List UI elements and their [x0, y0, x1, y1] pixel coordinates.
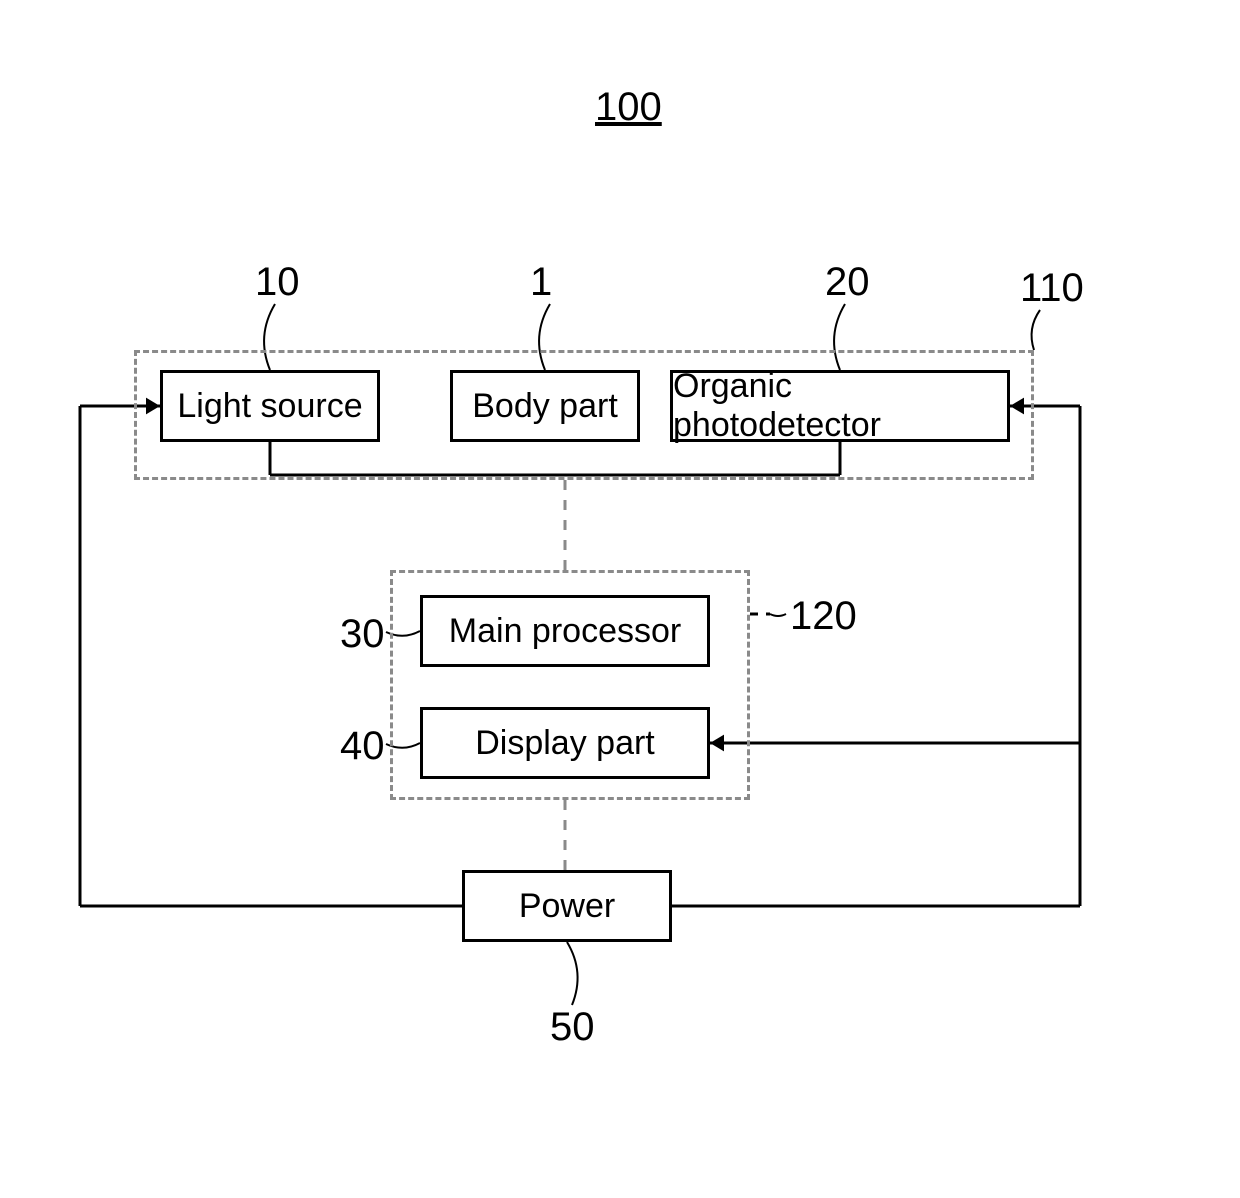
display-part-label: Display part	[475, 724, 655, 763]
box-main-processor: Main processor	[420, 595, 710, 667]
ref-120: 120	[790, 594, 857, 639]
ref-50: 50	[550, 1005, 595, 1050]
diagram-canvas: 100 Light source Body part Organic photo…	[0, 0, 1240, 1198]
power-label: Power	[519, 887, 615, 926]
organic-photodetector-label: Organic photodetector	[673, 367, 1007, 445]
box-display-part: Display part	[420, 707, 710, 779]
ref-40: 40	[340, 724, 385, 769]
main-processor-label: Main processor	[449, 612, 681, 651]
diagram-title: 100	[595, 85, 662, 130]
ref-30: 30	[340, 612, 385, 657]
body-part-label: Body part	[472, 387, 618, 426]
ref-20: 20	[825, 260, 870, 305]
box-organic-photodetector: Organic photodetector	[670, 370, 1010, 442]
light-source-label: Light source	[177, 387, 362, 426]
box-light-source: Light source	[160, 370, 380, 442]
ref-110: 110	[1020, 266, 1084, 311]
ref-1: 1	[530, 260, 552, 305]
box-power: Power	[462, 870, 672, 942]
box-body-part: Body part	[450, 370, 640, 442]
ref-10: 10	[255, 260, 300, 305]
